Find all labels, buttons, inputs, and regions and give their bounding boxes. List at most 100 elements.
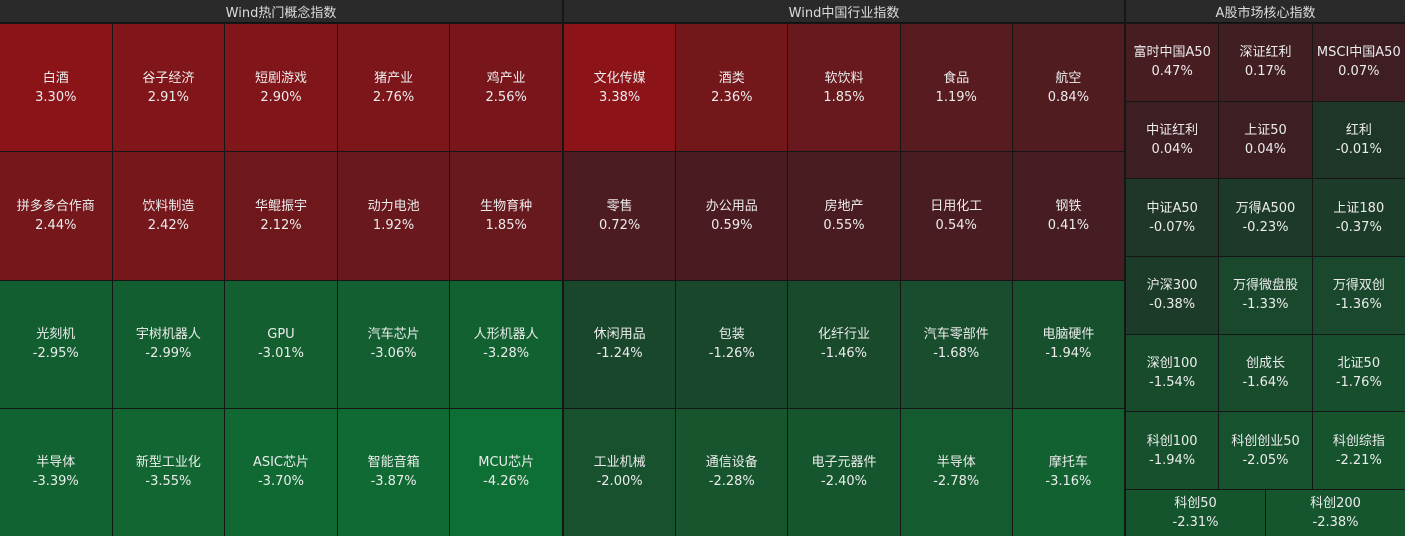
- tile-name: 文化传媒: [593, 70, 646, 86]
- tile-change: -3.39%: [32, 474, 79, 490]
- tile-change: -3.06%: [370, 346, 417, 362]
- tile-name: 沪深300: [1146, 278, 1198, 294]
- tile-name: 新型工业化: [135, 455, 201, 471]
- panel-title: Wind中国行业指数: [564, 0, 1124, 23]
- tile: 摩托车 -3.16%: [1012, 408, 1125, 536]
- tile-change: 1.85%: [823, 89, 865, 105]
- tile-change: -1.64%: [1242, 375, 1289, 391]
- tile-change: -2.05%: [1242, 452, 1289, 468]
- tile: 科创200 -2.38%: [1266, 490, 1405, 536]
- tile-change: -1.94%: [1149, 452, 1196, 468]
- tile-name: 办公用品: [705, 198, 758, 214]
- panel: Wind热门概念指数 白酒 3.30% 谷子经济 2.91% 短剧游戏 2.90% 猪产业 2.…: [0, 0, 562, 536]
- tile-name: 上证50: [1244, 123, 1287, 138]
- tile-change: -1.68%: [933, 346, 980, 362]
- tile: MSCI中国A50 0.07%: [1312, 24, 1405, 101]
- tile-change: -0.07%: [1149, 219, 1196, 235]
- tile: 通信设备 -2.28%: [676, 408, 788, 536]
- tile-row: 拼多多合作商 2.44% 饮料制造 2.42% 华鲲振宇 2.12% 动力电池 1.92% 生物…: [0, 152, 562, 280]
- tile: ASIC芯片 -3.70%: [225, 408, 337, 536]
- tile-change: -2.00%: [596, 474, 643, 490]
- tile-name: 钢铁: [1055, 198, 1082, 214]
- tile: 生物育种 1.85%: [450, 152, 562, 280]
- tile-row: 工业机械 -2.00% 通信设备 -2.28% 电子元器件 -2.40% 半导体 -2.78%…: [564, 408, 1125, 536]
- tile-row: 半导体 -3.39% 新型工业化 -3.55% ASIC芯片 -3.70% 智能音箱 -3.8…: [0, 408, 562, 536]
- tile-change: -3.28%: [483, 346, 530, 362]
- panel-title: A股市场核心指数: [1126, 0, 1405, 23]
- tile: 科创综指 -2.21%: [1312, 412, 1405, 490]
- tile: 拼多多合作商 2.44%: [0, 152, 112, 280]
- tile-change: -1.36%: [1335, 297, 1382, 313]
- tile-change: 2.36%: [711, 89, 753, 105]
- tile-row: 科创50 -2.31% 科创200 -2.38%: [1126, 490, 1405, 536]
- tile-name: 智能音箱: [367, 455, 420, 471]
- tile: 半导体 -3.39%: [0, 408, 112, 536]
- tile: 化纤行业 -1.46%: [788, 280, 900, 408]
- tile: 沪深300 -0.38%: [1126, 257, 1219, 334]
- tile-change: 0.84%: [1047, 89, 1090, 105]
- tile-name: 软饮料: [824, 70, 864, 86]
- tile: 汽车零部件 -1.68%: [900, 280, 1012, 408]
- tile-name: 化纤行业: [818, 327, 871, 343]
- tile: 电子元器件 -2.40%: [788, 408, 900, 536]
- tile-change: 2.90%: [260, 89, 302, 105]
- tile: 中证红利 0.04%: [1126, 101, 1219, 179]
- tile: 科创50 -2.31%: [1126, 490, 1265, 536]
- tile-change: 0.55%: [823, 217, 865, 233]
- tile: 电脑硬件 -1.94%: [1012, 280, 1125, 408]
- tile-change: -1.33%: [1242, 297, 1289, 313]
- tile-name: 猪产业: [374, 70, 414, 86]
- tile: 科创100 -1.94%: [1126, 412, 1219, 490]
- tile: 深证红利 0.17%: [1219, 24, 1312, 101]
- tile: 半导体 -2.78%: [900, 408, 1012, 536]
- tile-name: 深创100: [1146, 356, 1198, 372]
- tile: 短剧游戏 2.90%: [225, 24, 337, 152]
- tile: 万得双创 -1.36%: [1312, 257, 1405, 334]
- tile-name: 华鲲振宇: [254, 198, 307, 214]
- tile: 动力电池 1.92%: [337, 152, 450, 280]
- tile-row: 光刻机 -2.95% 宇树机器人 -2.99% GPU -3.01% 汽车芯片 -3.06% 人…: [0, 280, 562, 408]
- tile: 万得微盘股 -1.33%: [1219, 257, 1312, 334]
- tile-name: MCU芯片: [478, 455, 535, 471]
- tile-change: -0.37%: [1335, 219, 1382, 235]
- tile-row: 零售 0.72% 办公用品 0.59% 房地产 0.55% 日用化工 0.54% 钢铁 0.41%: [564, 152, 1125, 280]
- tile-change: -2.99%: [145, 346, 192, 362]
- tile-name: 汽车芯片: [367, 327, 420, 343]
- tile-name: 科创200: [1310, 496, 1361, 512]
- tile-name: 科创100: [1146, 433, 1198, 449]
- tile: 包装 -1.26%: [676, 280, 788, 408]
- tile-change: -1.26%: [708, 346, 755, 362]
- tile-name: 酒类: [718, 70, 745, 86]
- tile: 创成长 -1.64%: [1219, 334, 1312, 412]
- tile-name: 万得微盘股: [1232, 278, 1298, 294]
- tile: 休闲用品 -1.24%: [564, 280, 676, 408]
- tile-change: -4.26%: [483, 474, 530, 490]
- tile: 华鲲振宇 2.12%: [225, 152, 337, 280]
- tile-name: 鸡产业: [486, 70, 526, 86]
- tile-change: 0.47%: [1151, 64, 1193, 80]
- tile-change: -3.16%: [1045, 474, 1092, 490]
- tile-change: -2.78%: [933, 474, 980, 490]
- tile-grid: 富时中国A50 0.47% 深证红利 0.17% MSCI中国A50 0.07% 中证红利 0…: [1126, 23, 1405, 536]
- tile-name: 动力电池: [367, 198, 420, 214]
- tile: 富时中国A50 0.47%: [1126, 24, 1219, 101]
- tile-name: 摩托车: [1048, 455, 1088, 471]
- tile-name: 半导体: [36, 455, 76, 471]
- tile: 上证180 -0.37%: [1312, 179, 1405, 257]
- tile-name: 万得双创: [1332, 278, 1385, 294]
- tile-name: 红利: [1345, 123, 1372, 138]
- tile-name: 工业机械: [593, 455, 646, 471]
- tile: 航空 0.84%: [1012, 24, 1125, 152]
- tile-change: -3.70%: [257, 474, 304, 490]
- tile-name: 拼多多合作商: [16, 198, 95, 214]
- tile: 上证50 0.04%: [1219, 101, 1312, 179]
- tile-name: MSCI中国A50: [1316, 45, 1401, 61]
- tile-change: 2.91%: [147, 89, 190, 105]
- tile: 光刻机 -2.95%: [0, 280, 112, 408]
- tile: 办公用品 0.59%: [676, 152, 788, 280]
- tile-change: 0.54%: [935, 217, 977, 233]
- tile-change: 2.76%: [372, 89, 415, 105]
- tile: 零售 0.72%: [564, 152, 676, 280]
- tile-change: -2.40%: [821, 474, 867, 490]
- tile: 猪产业 2.76%: [337, 24, 450, 152]
